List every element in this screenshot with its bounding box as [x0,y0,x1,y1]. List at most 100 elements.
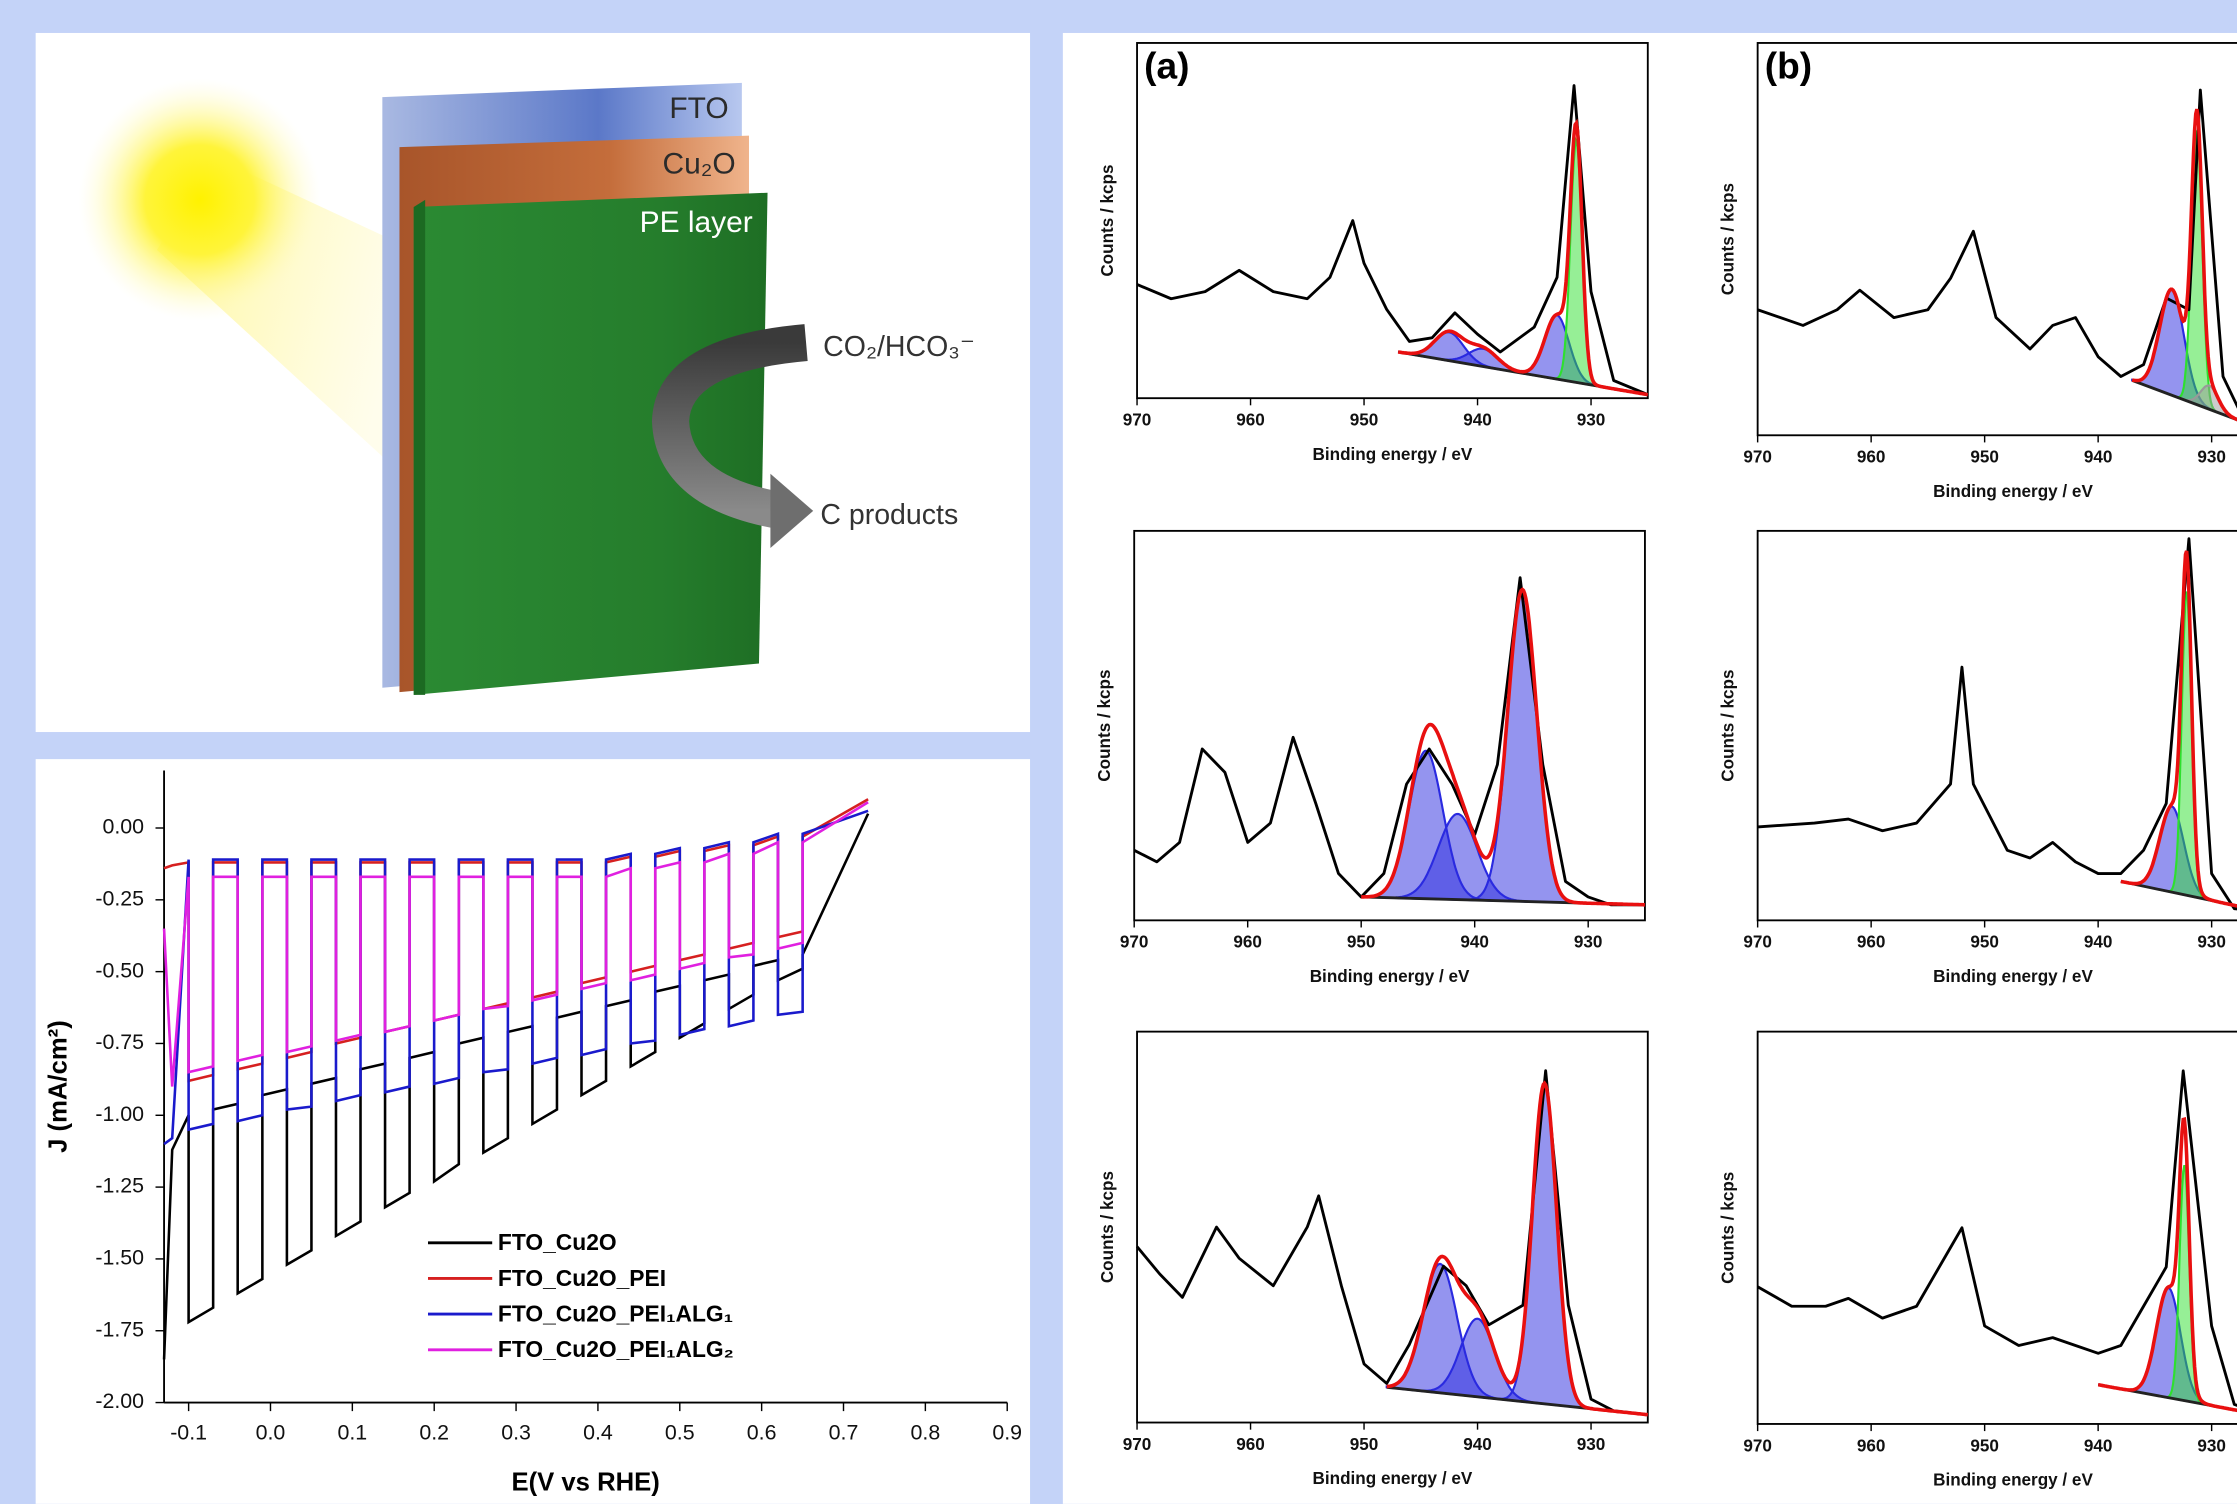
legend-label: FTO_Cu2O_PEI₁ALG₁ [498,1301,733,1327]
legend-label: FTO_Cu2O [498,1229,617,1255]
plot-frame [1136,1030,1649,1424]
x-tick-label: 950 [1350,411,1379,430]
x-axis-title: Binding energy / eV [1933,482,2093,501]
fit-envelope [1386,1080,1649,1417]
x-tick-label: 930 [1577,411,1606,430]
y-axis-title: Counts / kcps [1098,1171,1117,1283]
x-tick-label: 930 [2197,448,2226,467]
y-axis-title: Counts / kcps [1098,164,1117,276]
series-line [162,801,869,1087]
reaction-arrow [651,324,808,530]
fit-envelope [2120,550,2237,908]
y-axis-title: J (mA/cm²) [45,1020,73,1153]
x-axis-title: Binding energy / eV [1933,967,2093,986]
x-tick-label: 0.0 [256,1421,286,1445]
spectrum-line [1133,576,1645,907]
x-tick-label: 960 [1857,933,1886,952]
x-tick-label: -0.1 [170,1421,207,1445]
y-tick-label: -1.00 [95,1102,144,1126]
product-label: C products [820,499,958,531]
panel-label: (a) [1144,44,1189,86]
x-tick-label: 950 [1347,933,1376,952]
fit-envelope [2131,108,2237,422]
x-tick-label: 940 [2084,933,2113,952]
reactant-label: CO₂/HCO₃⁻ [823,331,975,363]
x-tick-label: 930 [1574,933,1603,952]
y-axis-title: Counts / kcps [1095,670,1114,782]
y-axis-title: Counts / kcps [1719,183,1738,295]
x-tick-label: 0.8 [911,1421,941,1445]
x-tick-label: 930 [2197,1436,2226,1455]
fit-envelope [1361,587,1645,907]
spectrum-line [1756,1069,2237,1407]
plot-frame [1136,42,1649,400]
legend-label: FTO_Cu2O_PEI [498,1265,666,1291]
x-tick-label: 0.5 [665,1421,695,1445]
x-tick-label: 970 [1743,448,1772,467]
y-tick-label: -1.50 [95,1246,144,1270]
fto-label: FTO [669,92,728,125]
x-axis-title: E(V vs RHE) [512,1469,660,1497]
panel-label: (b) [1765,44,1812,86]
x-tick-label: 0.2 [419,1421,449,1445]
x-tick-label: 960 [1233,933,1262,952]
plot-frame [1133,529,1646,922]
x-tick-label: 950 [1970,448,1999,467]
x-tick-label: 940 [2084,448,2113,467]
background-line [2131,379,2237,422]
x-tick-label: 0.6 [747,1421,777,1445]
legend-label: FTO_Cu2O_PEI₁ALG₂ [498,1336,734,1362]
x-tick-label: 970 [1743,933,1772,952]
background-line [2120,880,2237,908]
x-tick-label: 960 [1857,1436,1886,1455]
y-axis-title: Counts / kcps [1719,670,1738,782]
x-tick-label: 970 [1743,1436,1772,1455]
y-axis-title: Counts / kcps [1719,1172,1738,1284]
pe-edge [413,199,426,695]
x-tick-label: 930 [1577,1435,1606,1454]
x-axis-title: Binding energy / eV [1310,967,1470,986]
x-tick-label: 950 [1350,1435,1379,1454]
series-line [163,809,869,1146]
x-tick-label: 0.7 [829,1421,859,1445]
x-tick-label: 970 [1123,411,1152,430]
x-tick-label: 940 [1460,933,1489,952]
x-tick-label: 950 [1970,1436,1999,1455]
x-axis-title: Binding energy / eV [1313,445,1473,464]
plot-frame [1756,42,2237,437]
y-tick-label: -0.25 [95,886,144,910]
fit-envelope [2097,1116,2237,1413]
y-tick-label: -1.75 [95,1317,144,1341]
plot-frame [1756,1030,2237,1425]
spectrum-line [1757,88,2237,409]
cu2o-label: Cu₂O [662,148,735,181]
x-axis-title: Binding energy / eV [1313,1469,1473,1488]
x-tick-label: 940 [1463,1435,1492,1454]
y-tick-label: -1.25 [95,1174,144,1198]
schematic: FTO Cu₂O PE layer CO₂/HCO₃⁻ C products [78,78,975,695]
x-tick-label: 950 [1970,933,1999,952]
spectrum-line [1135,1069,1648,1417]
y-tick-label: 0.00 [102,815,144,839]
pe-label: PE layer [640,206,753,239]
y-tick-label: -0.50 [95,958,144,982]
x-tick-label: 0.1 [337,1421,367,1445]
x-tick-label: 0.3 [501,1421,531,1445]
x-tick-label: 0.4 [583,1421,613,1445]
x-tick-label: 940 [2084,1436,2113,1455]
arrow-head [770,473,814,548]
x-tick-label: 960 [1236,411,1265,430]
x-axis-title: Binding energy / eV [1933,1471,2093,1490]
x-tick-label: 0.9 [992,1421,1022,1445]
x-tick-label: 930 [2197,933,2226,952]
pe-layer [413,192,768,695]
fit-envelope [1397,118,1649,397]
xps-panel [1062,32,2237,1504]
plot-frame [1756,529,2237,922]
y-tick-label: -0.75 [95,1030,144,1054]
spectrum-line [1136,84,1649,396]
x-tick-label: 940 [1463,411,1492,430]
sun [78,78,321,322]
